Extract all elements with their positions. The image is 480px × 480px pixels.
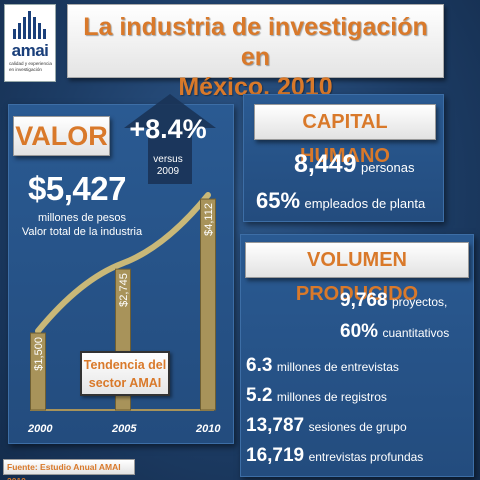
volume-item-value: 60% xyxy=(340,321,379,342)
valor-label: VALOR xyxy=(13,116,110,156)
volume-item-interviews: 6.3 millones de entrevistas xyxy=(246,355,399,377)
volume-item-value: 16,719 xyxy=(246,445,305,466)
versus-year: 2009 xyxy=(156,166,180,177)
total-unit-line-2: Valor total de la industria xyxy=(21,226,143,238)
title-line-1: La industria de investigación en xyxy=(83,13,428,71)
bar-value-label: $2,745 xyxy=(118,273,130,307)
volume-item-projects: 9,768 proyectos, xyxy=(340,290,447,312)
volume-item-text: millones de entrevistas xyxy=(276,360,399,374)
volume-item-value: 9,768 xyxy=(340,290,388,311)
logo-brand: amai xyxy=(11,41,49,60)
source-note: Fuente: Estudio Anual AMAI 2010 xyxy=(3,459,135,480)
growth-arrow-icon xyxy=(124,94,216,184)
growth-versus: versus 2009 xyxy=(140,154,196,178)
year-label-2000: 2000 xyxy=(28,423,53,435)
volume-item-records: 5.2 millones de registros xyxy=(246,385,387,407)
volume-label: VOLUMEN PRODUCIDO xyxy=(245,242,469,305)
trend-label-line-1: Tendencia del xyxy=(83,358,167,372)
bar-value-label: $1,500 xyxy=(33,337,45,371)
volume-item-text: millones de registros xyxy=(276,390,387,404)
volume-item-text: proyectos, xyxy=(392,295,448,309)
bars-group: $1,500 $2,745 $4,112 xyxy=(30,198,216,411)
volume-item-text: sesiones de grupo xyxy=(308,420,407,434)
year-label-2010: 2010 xyxy=(196,423,221,435)
employees-value: 65% xyxy=(256,188,301,213)
logo-tagline: calidad y experiencia en investigación xyxy=(9,61,52,72)
bar-2000 xyxy=(30,332,46,411)
amai-logo: amai calidad y experiencia en investigac… xyxy=(4,4,56,82)
trend-label-line-2: sector AMAI xyxy=(88,376,162,390)
total-unit-line-1: millones de pesos xyxy=(37,212,127,224)
bar-2010 xyxy=(200,198,216,411)
volume-item-groups: 13,787 sesiones de grupo xyxy=(246,415,407,437)
total-value: $5,427 xyxy=(28,170,126,207)
trend-line xyxy=(35,192,211,335)
capital-persons: 8,449 personas xyxy=(294,150,415,179)
trend-label-box: Tendencia del sector AMAI xyxy=(80,351,170,396)
volume-item-value: 13,787 xyxy=(246,415,305,436)
volume-item-value: 6.3 xyxy=(246,355,273,376)
versus-text: versus xyxy=(153,154,183,165)
persons-value: 8,449 xyxy=(294,150,357,178)
total-unit: millones de pesos Valor total de la indu… xyxy=(12,211,152,239)
title-box: La industria de investigación en México.… xyxy=(67,4,444,101)
growth-value: +8.4% xyxy=(129,114,207,144)
valor-chart: $1,500 $2,745 $4,112 xyxy=(30,192,216,411)
volume-item-text: cuantitativos xyxy=(382,326,450,340)
capital-employees: 65% empleados de planta xyxy=(256,188,425,214)
bar-value-label: $4,112 xyxy=(203,203,215,236)
logo-bars-icon xyxy=(13,11,49,39)
employees-text: empleados de planta xyxy=(304,196,426,211)
persons-text: personas xyxy=(361,160,415,175)
year-label-2005: 2005 xyxy=(112,423,137,435)
volume-item-text: entrevistas profundas xyxy=(308,450,424,464)
volume-item-value: 5.2 xyxy=(246,385,273,406)
volume-item-depth: 16,719 entrevistas profundas xyxy=(246,445,423,467)
volume-item-quant: 60% cuantitativos xyxy=(340,321,449,343)
capital-label: CAPITAL HUMANO xyxy=(254,104,436,167)
